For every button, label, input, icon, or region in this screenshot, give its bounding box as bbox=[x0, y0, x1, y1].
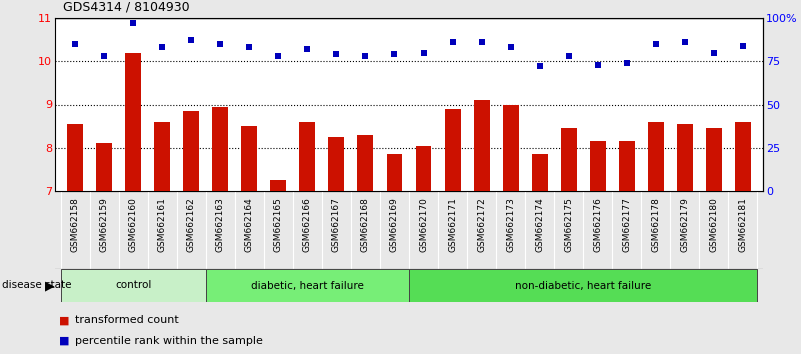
Bar bbox=[212, 107, 228, 191]
Text: transformed count: transformed count bbox=[75, 315, 179, 325]
Text: disease state: disease state bbox=[2, 280, 71, 291]
Bar bbox=[67, 124, 83, 191]
Point bbox=[562, 53, 575, 59]
Point bbox=[185, 38, 198, 43]
Text: GSM662165: GSM662165 bbox=[274, 197, 283, 252]
Text: GSM662166: GSM662166 bbox=[303, 197, 312, 252]
Text: GSM662177: GSM662177 bbox=[622, 197, 631, 252]
Text: GSM662174: GSM662174 bbox=[535, 197, 544, 252]
Bar bbox=[648, 122, 663, 191]
Point bbox=[301, 46, 314, 52]
Text: GSM662158: GSM662158 bbox=[70, 197, 80, 252]
Bar bbox=[387, 154, 402, 191]
Text: GSM662175: GSM662175 bbox=[564, 197, 573, 252]
Text: GSM662168: GSM662168 bbox=[361, 197, 370, 252]
Bar bbox=[96, 143, 112, 191]
Text: non-diabetic, heart failure: non-diabetic, heart failure bbox=[515, 280, 651, 291]
Point bbox=[359, 53, 372, 59]
Text: GSM662169: GSM662169 bbox=[390, 197, 399, 252]
Point bbox=[678, 39, 691, 45]
Bar bbox=[473, 100, 489, 191]
Text: GSM662170: GSM662170 bbox=[419, 197, 428, 252]
Point bbox=[127, 21, 139, 26]
Text: GSM662173: GSM662173 bbox=[506, 197, 515, 252]
Bar bbox=[126, 53, 141, 191]
Point bbox=[156, 45, 169, 50]
FancyBboxPatch shape bbox=[206, 269, 409, 302]
Bar bbox=[502, 104, 518, 191]
Text: GSM662180: GSM662180 bbox=[709, 197, 718, 252]
Bar bbox=[416, 145, 432, 191]
Text: GSM662163: GSM662163 bbox=[216, 197, 225, 252]
Text: ■: ■ bbox=[59, 336, 70, 346]
Text: GSM662159: GSM662159 bbox=[100, 197, 109, 252]
Point bbox=[707, 50, 720, 56]
Text: control: control bbox=[115, 280, 151, 291]
Text: GSM662171: GSM662171 bbox=[448, 197, 457, 252]
FancyBboxPatch shape bbox=[409, 269, 757, 302]
Point bbox=[272, 53, 285, 59]
Point bbox=[214, 41, 227, 47]
Text: GSM662162: GSM662162 bbox=[187, 197, 196, 252]
Point bbox=[388, 51, 400, 57]
Bar bbox=[241, 126, 257, 191]
Text: GDS4314 / 8104930: GDS4314 / 8104930 bbox=[63, 1, 190, 14]
Text: GSM662176: GSM662176 bbox=[593, 197, 602, 252]
Point bbox=[475, 39, 488, 45]
Bar bbox=[590, 141, 606, 191]
Point bbox=[533, 64, 546, 69]
Bar bbox=[618, 141, 634, 191]
Text: GSM662164: GSM662164 bbox=[245, 197, 254, 252]
Point bbox=[330, 51, 343, 57]
Text: ▶: ▶ bbox=[46, 279, 55, 292]
Point bbox=[620, 60, 633, 66]
Bar bbox=[561, 128, 577, 191]
Bar bbox=[677, 124, 693, 191]
Text: ■: ■ bbox=[59, 315, 70, 325]
Bar bbox=[706, 128, 722, 191]
Bar bbox=[183, 111, 199, 191]
Point bbox=[98, 53, 111, 59]
Bar bbox=[300, 122, 316, 191]
Point bbox=[417, 50, 430, 56]
Point bbox=[736, 43, 749, 48]
Point bbox=[504, 45, 517, 50]
Point bbox=[243, 45, 256, 50]
Text: GSM662178: GSM662178 bbox=[651, 197, 660, 252]
Bar bbox=[155, 122, 171, 191]
FancyBboxPatch shape bbox=[61, 269, 206, 302]
Text: percentile rank within the sample: percentile rank within the sample bbox=[75, 336, 263, 346]
Text: GSM662161: GSM662161 bbox=[158, 197, 167, 252]
Bar bbox=[357, 135, 373, 191]
Bar bbox=[271, 180, 287, 191]
Bar bbox=[445, 109, 461, 191]
Text: GSM662179: GSM662179 bbox=[680, 197, 689, 252]
Point bbox=[591, 62, 604, 68]
Point bbox=[650, 41, 662, 47]
Text: GSM662160: GSM662160 bbox=[129, 197, 138, 252]
Text: GSM662167: GSM662167 bbox=[332, 197, 341, 252]
Bar bbox=[735, 122, 751, 191]
Text: GSM662172: GSM662172 bbox=[477, 197, 486, 252]
Text: GSM662181: GSM662181 bbox=[739, 197, 747, 252]
Point bbox=[446, 39, 459, 45]
Bar bbox=[328, 137, 344, 191]
Point bbox=[69, 41, 82, 47]
Text: diabetic, heart failure: diabetic, heart failure bbox=[251, 280, 364, 291]
Bar bbox=[532, 154, 548, 191]
